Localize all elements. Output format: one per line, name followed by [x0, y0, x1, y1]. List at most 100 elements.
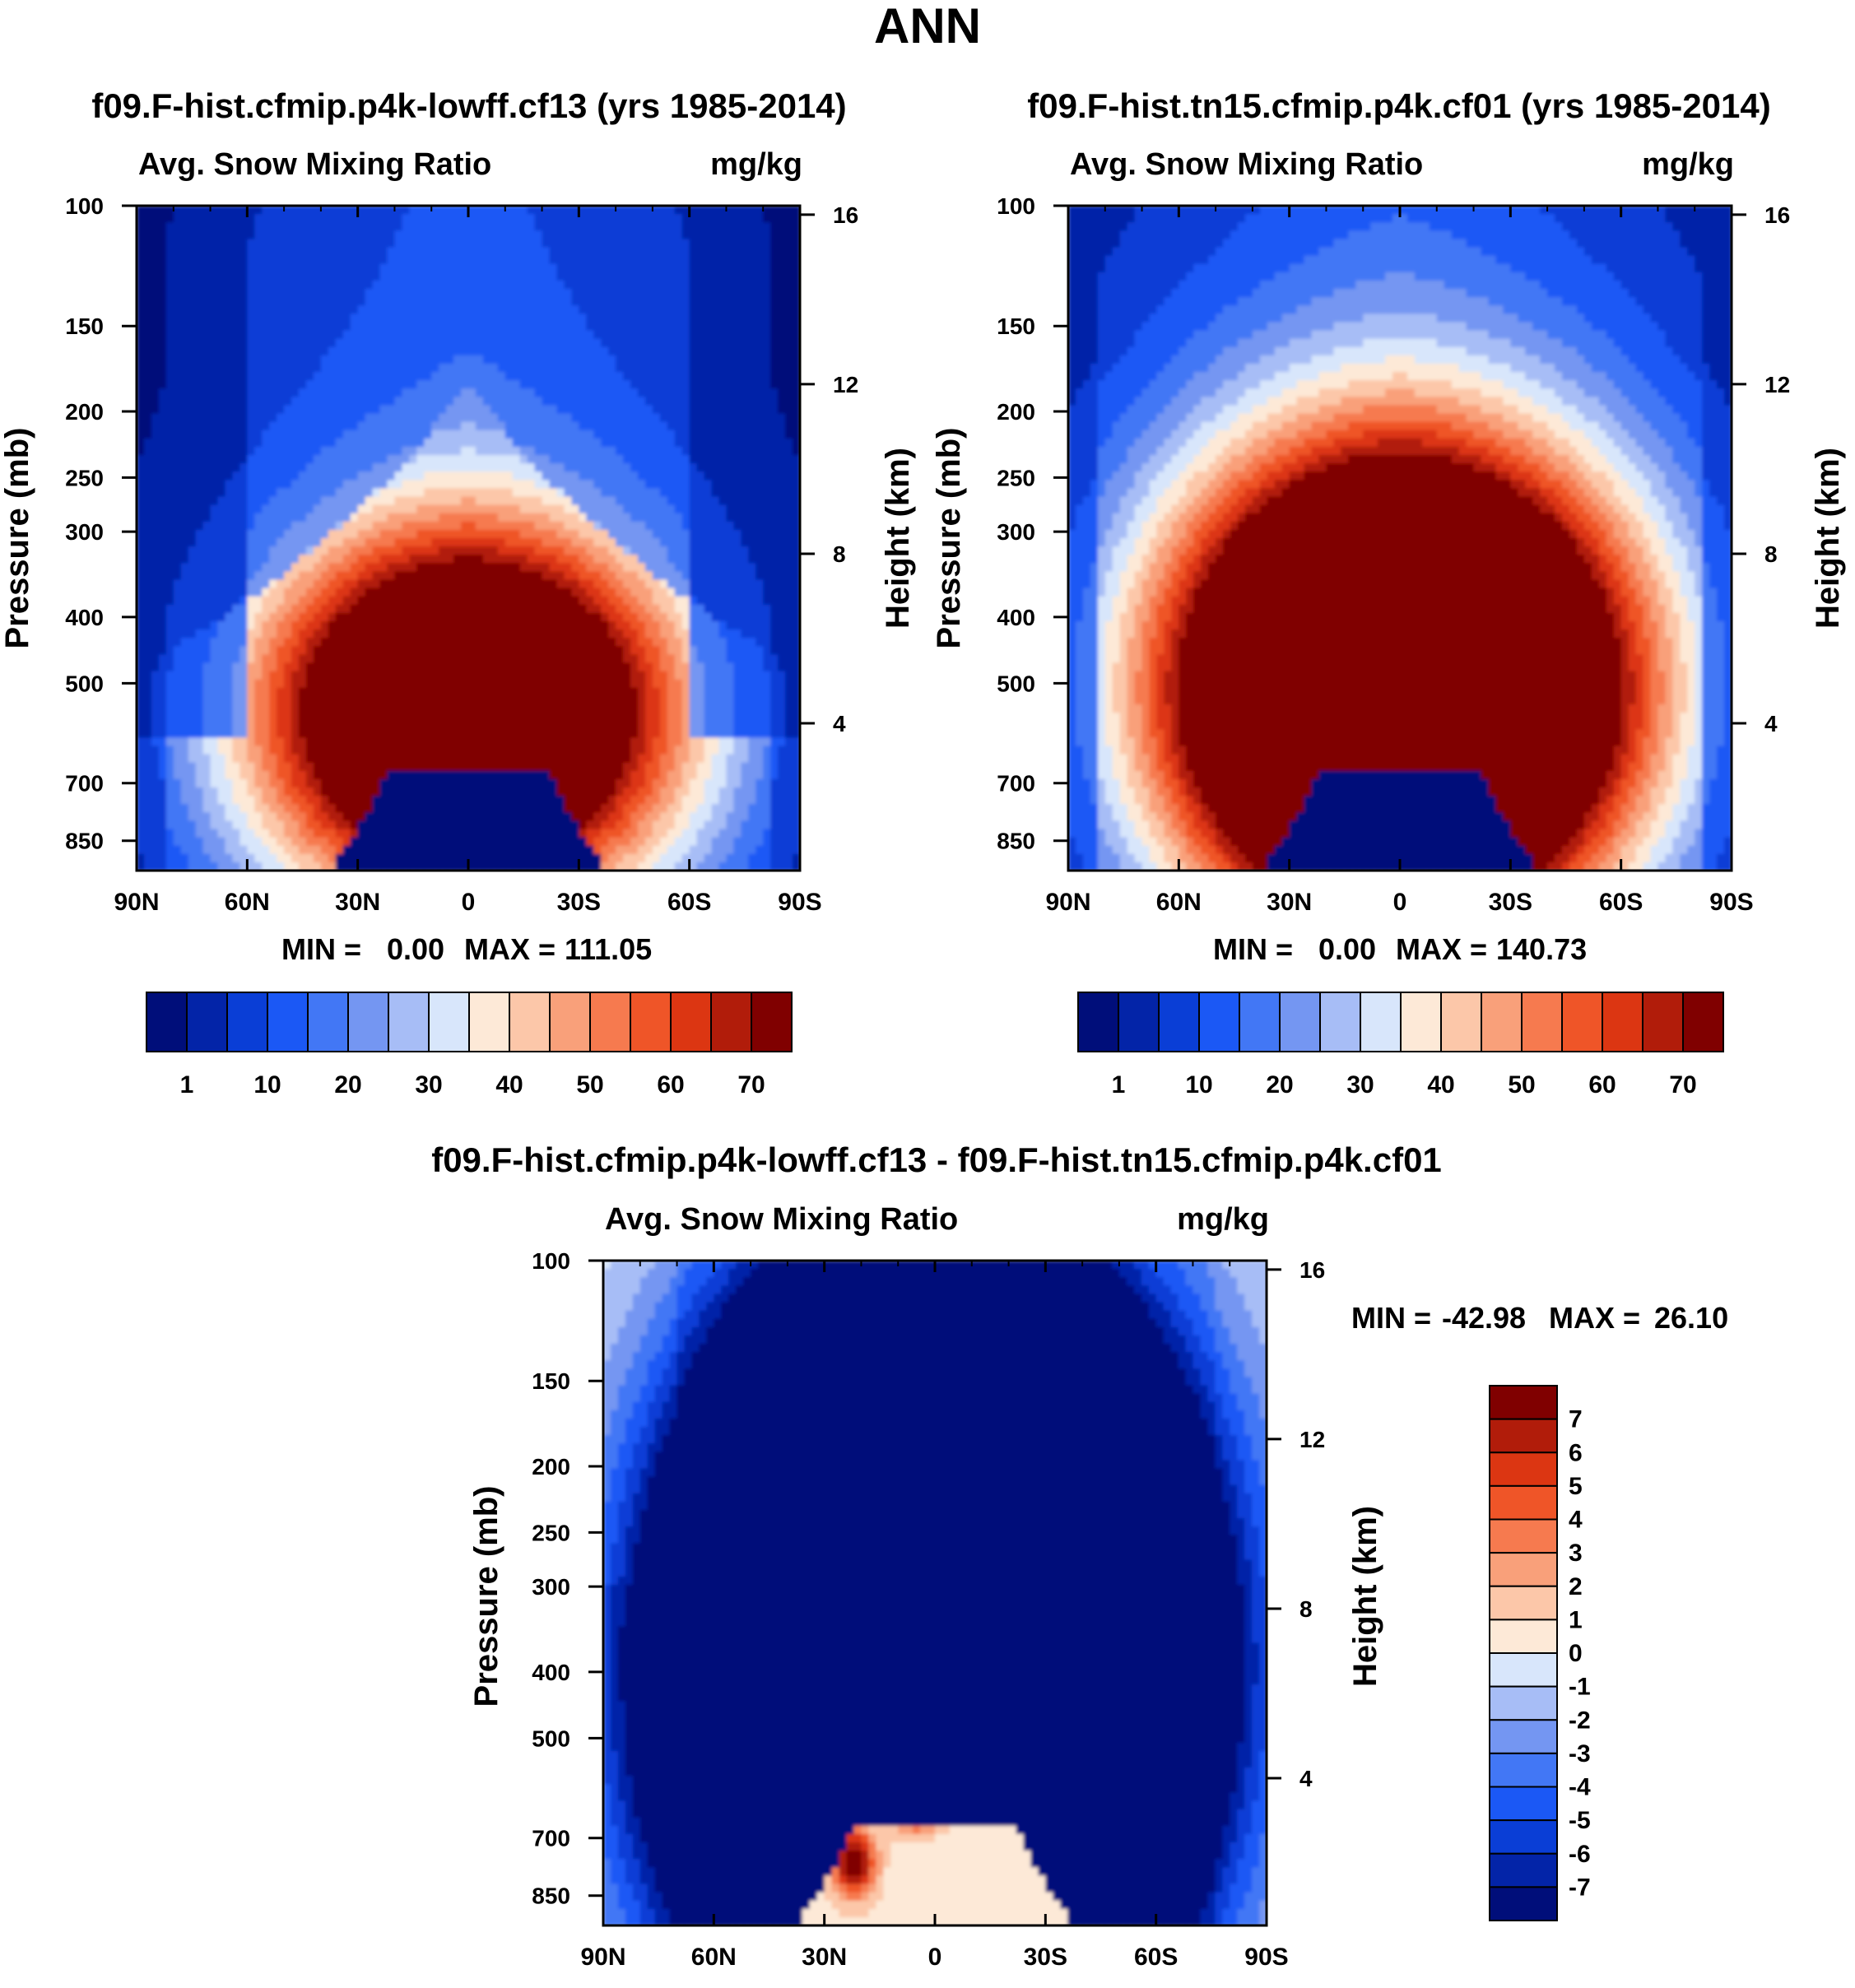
panel-2-x-tick-label: 30S: [1489, 889, 1532, 916]
panel-3-units: mg/kg: [1177, 1202, 1269, 1237]
panel-1-y-tick-label: 700: [65, 771, 104, 797]
panel-3-y2-tick-label: 16: [1299, 1257, 1325, 1283]
panel-2-colorbar-label: 1: [1112, 1071, 1126, 1099]
panel-2-y-tick-label: 700: [997, 771, 1035, 797]
panel-2-colorbar-label: 70: [1669, 1071, 1696, 1099]
panel-3-y-tick-label: 100: [532, 1248, 570, 1274]
panel-1-colorbar-label: 20: [334, 1071, 361, 1099]
panel-3-left-subtitle: Avg. Snow Mixing Ratio: [605, 1202, 958, 1237]
panel-1-title: f09.F-hist.cfmip.p4k-lowff.cf13 (yrs 198…: [91, 86, 846, 125]
panel-3-colorbar-label: 2: [1569, 1573, 1583, 1600]
panel-1-y2-tick-label: 4: [833, 711, 846, 736]
panel-3-max-value: 26.10: [1654, 1301, 1728, 1335]
panel-3-x-tick-label: 0: [928, 1944, 942, 1971]
panel-3-y2-label: Height (km): [1347, 1506, 1383, 1687]
panel-1-axes: 90N 60N 30N 0 30S 60S 90S 100 150 200 250 300 400 500…: [65, 193, 858, 916]
panel-2-y2-tick-label: 16: [1764, 202, 1790, 228]
panel-3-colorbar-swatch: [1489, 1819, 1558, 1855]
panel-3-colorbar-label: 4: [1569, 1507, 1583, 1534]
panel-3-min-label: MIN =: [1351, 1301, 1431, 1335]
panel-3-colorbar-swatch: [1489, 1452, 1558, 1487]
panel-2-left-subtitle: Avg. Snow Mixing Ratio: [1070, 147, 1423, 182]
panel-2-colorbar-swatch: [1561, 992, 1603, 1052]
panel-2: f09.F-hist.tn15.cfmip.p4k.cf01 (yrs 1985…: [931, 86, 1846, 1099]
panel-3-colorbar-swatch: [1489, 1685, 1558, 1721]
panel-3-colorbar-swatch: [1489, 1786, 1558, 1822]
panel-3-min-value: -42.98: [1442, 1301, 1526, 1335]
panel-1-colorbar-label: 70: [737, 1071, 765, 1099]
panel-1-y-label: Pressure (mb): [0, 428, 35, 649]
panel-3-field: [603, 1261, 1267, 1925]
panel-1-max-label: MAX =: [464, 932, 556, 966]
panel-2-x-tick-label: 0: [1393, 889, 1407, 916]
panel-1-y2-tick-label: 8: [833, 541, 846, 567]
panel-3-colorbar-label: 1: [1569, 1606, 1583, 1633]
panel-3-y-tick-label: 250: [532, 1520, 570, 1545]
panel-1-x-tick-label: 30N: [335, 889, 380, 916]
panel-1-colorbar-swatch: [630, 992, 672, 1052]
panel-1-colorbar-swatch: [751, 992, 793, 1052]
panel-2-y-tick-label: 150: [997, 314, 1035, 339]
panel-1-min-value: 0.00: [387, 932, 444, 966]
panel-1-colorbar-label: 1: [180, 1071, 194, 1099]
panel-2-colorbar-swatch: [1118, 992, 1160, 1052]
panel-1: f09.F-hist.cfmip.p4k-lowff.cf13 (yrs 198…: [0, 86, 916, 1099]
panel-3-colorbar-label: 6: [1569, 1439, 1583, 1466]
panel-3-x-tick-label: 30N: [802, 1944, 847, 1971]
panel-3-y2-tick-label: 4: [1299, 1766, 1313, 1791]
panel-3-colorbar-label: -4: [1569, 1774, 1591, 1801]
panel-2-y-tick-label: 500: [997, 671, 1035, 696]
panel-1-x-tick-label: 30S: [557, 889, 601, 916]
panel-3-colorbar-swatch: [1489, 1585, 1558, 1621]
panel-3-y2-tick-label: 8: [1299, 1596, 1313, 1622]
panel-3-colorbar-label: 0: [1569, 1640, 1583, 1667]
panel-3-x-tick-label: 60S: [1134, 1944, 1178, 1971]
panel-3-y-tick-label: 300: [532, 1574, 570, 1600]
panel-1-x-tick-label: 0: [462, 889, 476, 916]
panel-1-colorbar-label: 50: [576, 1071, 603, 1099]
panel-1-colorbar-swatch: [670, 992, 712, 1052]
panel-3-colorbar-swatch: [1489, 1418, 1558, 1454]
panel-2-axes: 90N 60N 30N 0 30S 60S 90S 100 150 200 250 300 400 500…: [997, 193, 1790, 916]
panel-1-colorbar-swatch: [589, 992, 631, 1052]
panel-1-x-tick-label: 60S: [667, 889, 711, 916]
panel-1-colorbar-label: 60: [657, 1071, 684, 1099]
panel-1-x-tick-label: 90N: [114, 889, 159, 916]
panel-3-x-tick-label: 90S: [1244, 1944, 1288, 1971]
panel-2-colorbar-label: 50: [1508, 1071, 1535, 1099]
panel-2-y-tick-label: 200: [997, 399, 1035, 425]
panel-3-y-tick-label: 200: [532, 1454, 570, 1479]
panel-2-x-tick-label: 90S: [1709, 889, 1753, 916]
panel-1-colorbar-swatch: [347, 992, 389, 1052]
panel-1-colorbar-swatch: [267, 992, 309, 1052]
panel-1-y2-tick-label: 12: [833, 372, 858, 397]
figure-title: ANN: [874, 0, 981, 53]
panel-2-y-tick-label: 850: [997, 829, 1035, 854]
panel-3-colorbar-swatch: [1489, 1886, 1558, 1921]
panel-3-colorbar-label: 7: [1569, 1406, 1583, 1433]
panel-2-x-tick-label: 30N: [1267, 889, 1312, 916]
panel-1-y-tick-label: 400: [65, 605, 104, 630]
panel-1-left-subtitle: Avg. Snow Mixing Ratio: [138, 147, 491, 182]
panel-3-y-label: Pressure (mb): [468, 1486, 504, 1707]
panel-3-colorbar-swatch: [1489, 1752, 1558, 1788]
panel-1-y-tick-label: 850: [65, 829, 104, 854]
panel-2-colorbar-swatch: [1319, 992, 1361, 1052]
panel-1-x-tick-label: 90S: [778, 889, 821, 916]
panel-1-colorbar-swatch: [226, 992, 268, 1052]
panel-3-colorbar-label: -1: [1569, 1674, 1591, 1701]
panel-1-colorbar-swatch: [710, 992, 752, 1052]
panel-3-colorbar-label: 3: [1569, 1540, 1583, 1567]
panel-2-colorbar-label: 20: [1266, 1071, 1293, 1099]
panel-1-colorbar-swatch: [428, 992, 470, 1052]
panel-2-y-tick-label: 250: [997, 465, 1035, 490]
panel-2-min-value: 0.00: [1318, 932, 1376, 966]
panel-3-colorbar-swatch: [1489, 1484, 1558, 1521]
panel-1-y2-label: Height (km): [880, 448, 916, 629]
panel-2-colorbar-swatch: [1158, 992, 1200, 1052]
panel-2-title: f09.F-hist.tn15.cfmip.p4k.cf01 (yrs 1985…: [1027, 86, 1770, 125]
panel-1-colorbar: 1 10 20 30 40 50 60 70: [146, 992, 793, 1099]
panel-2-x-tick-label: 60N: [1156, 889, 1202, 916]
panel-1-min-label: MIN =: [281, 932, 361, 966]
